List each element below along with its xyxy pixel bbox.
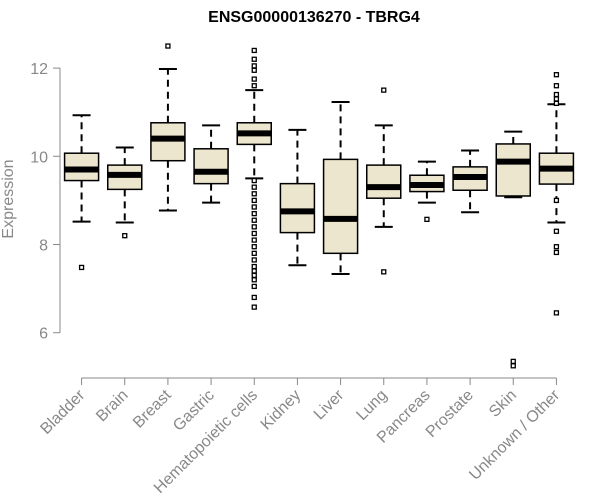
x-tick-label: Bladder bbox=[37, 386, 88, 437]
x-tick-label: Prostate bbox=[423, 387, 477, 441]
outlier-point bbox=[251, 257, 257, 263]
outlier-point bbox=[251, 272, 257, 279]
outlier-point bbox=[381, 87, 387, 93]
outlier-point bbox=[165, 43, 171, 49]
outlier-point bbox=[251, 210, 257, 217]
box-iqr bbox=[279, 182, 316, 234]
outlier-point bbox=[553, 96, 560, 102]
outlier-point bbox=[251, 250, 257, 256]
outlier-point bbox=[251, 304, 257, 310]
outlier-point bbox=[251, 177, 257, 184]
outlier-point bbox=[553, 310, 560, 316]
outlier-point bbox=[251, 56, 257, 62]
box-unknown-other bbox=[538, 72, 575, 316]
outlier-point bbox=[251, 67, 257, 73]
x-tick-label: Lung bbox=[353, 387, 390, 424]
outlier-point bbox=[251, 224, 257, 230]
outlier-point bbox=[553, 197, 560, 204]
outlier-point bbox=[251, 197, 257, 204]
outlier-point bbox=[251, 230, 257, 237]
box-iqr bbox=[366, 164, 402, 199]
outlier-point bbox=[251, 268, 257, 274]
outlier-point bbox=[122, 233, 128, 239]
y-tick-label: 10 bbox=[30, 149, 48, 166]
outlier-point bbox=[251, 63, 257, 69]
outlier-point bbox=[553, 244, 560, 250]
y-axis-label: Expression bbox=[0, 159, 17, 238]
outlier-point bbox=[381, 269, 387, 275]
outlier-point bbox=[553, 100, 560, 107]
outlier-point bbox=[251, 237, 257, 243]
box-hematopoietic-cells bbox=[236, 47, 272, 310]
x-tick-label: Brain bbox=[93, 387, 131, 425]
box-breast bbox=[150, 43, 186, 212]
x-tick-label: Liver bbox=[311, 386, 348, 423]
outlier-point bbox=[553, 228, 560, 234]
x-tick-label: Skin bbox=[486, 387, 520, 421]
outlier-point bbox=[251, 184, 257, 190]
boxes-group bbox=[63, 43, 575, 369]
outlier-point bbox=[553, 83, 560, 89]
y-tick-label: 6 bbox=[39, 326, 48, 343]
outlier-point bbox=[251, 244, 257, 250]
y-axis: 6 8 10 12 bbox=[30, 61, 61, 343]
box-iqr bbox=[150, 122, 186, 162]
outlier-point bbox=[553, 91, 560, 98]
outlier-point bbox=[251, 263, 257, 270]
box-skin bbox=[495, 130, 531, 369]
x-tick-label: Breast bbox=[130, 386, 175, 431]
box-brain bbox=[107, 146, 143, 239]
y-tick-label: 12 bbox=[30, 61, 48, 78]
outlier-point bbox=[251, 204, 257, 210]
box-iqr bbox=[193, 148, 229, 185]
outlier-point bbox=[78, 264, 85, 271]
box-liver bbox=[322, 101, 359, 276]
box-lung bbox=[366, 87, 402, 275]
box-pancreas bbox=[409, 160, 445, 223]
outlier-point bbox=[553, 249, 560, 256]
box-iqr bbox=[322, 158, 359, 255]
x-tick-label: Kidney bbox=[258, 387, 305, 434]
outlier-point bbox=[251, 191, 257, 197]
outlier-point bbox=[251, 294, 257, 301]
box-iqr bbox=[495, 143, 531, 197]
outlier-point bbox=[510, 363, 516, 369]
chart-title: ENSG00000136270 - TBRG4 bbox=[208, 9, 420, 26]
box-bladder bbox=[63, 114, 100, 271]
outlier-point bbox=[424, 216, 430, 223]
outlier-point bbox=[510, 358, 516, 365]
box-gastric bbox=[193, 124, 229, 204]
outlier-point bbox=[251, 83, 257, 89]
outlier-point bbox=[251, 217, 257, 223]
outlier-point bbox=[251, 283, 257, 290]
box-kidney bbox=[279, 128, 316, 267]
outlier-point bbox=[553, 72, 560, 78]
outlier-point bbox=[251, 76, 257, 82]
outlier-point bbox=[251, 47, 257, 54]
box-prostate bbox=[452, 149, 488, 214]
outlier-point bbox=[251, 277, 257, 283]
y-tick-label: 8 bbox=[39, 238, 48, 255]
